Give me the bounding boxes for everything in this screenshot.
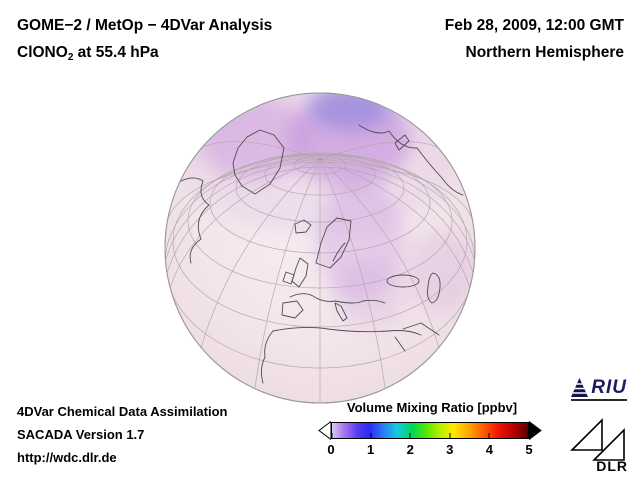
- colorbar-tick: [370, 433, 372, 438]
- coast-novaya-zemlya: [394, 134, 410, 151]
- coast-greenland: [232, 129, 285, 195]
- colorbar-tick: [409, 433, 411, 438]
- colorbar-tick-labels: 0 1 2 3 4 5: [327, 442, 533, 459]
- analysis-title: GOME−2 / MetOp − 4DVar Analysis: [17, 17, 273, 34]
- tick-label: 5: [525, 442, 533, 457]
- title-block: GOME−2 / MetOp − 4DVar Analysis ClONO2 a…: [17, 12, 272, 71]
- coast-black-sea: [386, 274, 420, 288]
- coast-iceland: [294, 219, 312, 234]
- dlr-logo-text: DLR: [596, 458, 628, 474]
- coast-north-africa: [272, 326, 422, 336]
- coast-middle-east: [402, 322, 440, 336]
- species-name: ClONO: [17, 44, 68, 61]
- tick-label: 2: [406, 442, 414, 457]
- coast-arctic-russia: [358, 124, 464, 196]
- colorbar-gradient: [331, 422, 529, 439]
- datetime-block: Feb 28, 2009, 12:00 GMT Northern Hemisph…: [445, 12, 624, 66]
- riu-logo-text: RIU: [591, 377, 627, 398]
- pressure-level: at 55.4 hPa: [73, 44, 159, 61]
- colorbar-arrow-right: [529, 421, 542, 440]
- dlr-wing-icon: [570, 418, 625, 461]
- coast-baltic: [332, 242, 346, 262]
- species-level-line: ClONO2 at 55.4 hPa: [17, 39, 272, 71]
- tick-label: 3: [446, 442, 454, 457]
- tick-label: 0: [327, 442, 335, 457]
- colorbar-row: [318, 421, 546, 440]
- coast-west-africa: [260, 330, 274, 384]
- coast-europe-med: [289, 293, 386, 304]
- colorbar-tick: [527, 433, 529, 438]
- colorbar-title: Volume Mixing Ratio [ppbv]: [346, 400, 518, 415]
- colorbar: Volume Mixing Ratio [ppbv] 0 1 2 3 4: [318, 400, 546, 459]
- coast-iberia: [281, 300, 304, 319]
- coast-britain: [291, 257, 309, 288]
- graticule: [165, 141, 475, 403]
- coastlines: [172, 124, 464, 384]
- globe-rim: [164, 92, 476, 404]
- tick-label: 1: [366, 442, 375, 457]
- coast-ireland: [282, 271, 295, 285]
- riu-triangle-icon: [571, 378, 589, 397]
- colorbar-tick: [331, 433, 333, 438]
- coast-caspian: [427, 272, 441, 304]
- dlr-logo: DLR: [570, 412, 628, 474]
- version-label: SACADA Version 1.7: [17, 427, 145, 442]
- hemisphere-map: [164, 92, 476, 404]
- hemisphere-label: Northern Hemisphere: [465, 44, 624, 61]
- coast-north-america: [172, 177, 210, 264]
- credits-block: 4DVar Chemical Data Assimilation SACADA …: [17, 400, 228, 469]
- species-subscript: 2: [67, 52, 74, 63]
- url-label: http://wdc.dlr.de: [17, 450, 117, 465]
- colorbar-tick: [488, 433, 490, 438]
- datetime-label: Feb 28, 2009, 12:00 GMT: [444, 17, 624, 34]
- coast-italy: [334, 302, 348, 322]
- coast-scandinavia: [315, 217, 352, 269]
- assimilation-label: 4DVar Chemical Data Assimilation: [17, 404, 228, 419]
- colorbar-tick: [449, 433, 451, 438]
- north-pole-point: [319, 158, 321, 160]
- riu-logo: RIU: [571, 378, 627, 401]
- colorbar-arrow-left: [318, 421, 331, 440]
- tick-label: 4: [485, 442, 494, 457]
- coast-red-sea: [394, 336, 406, 352]
